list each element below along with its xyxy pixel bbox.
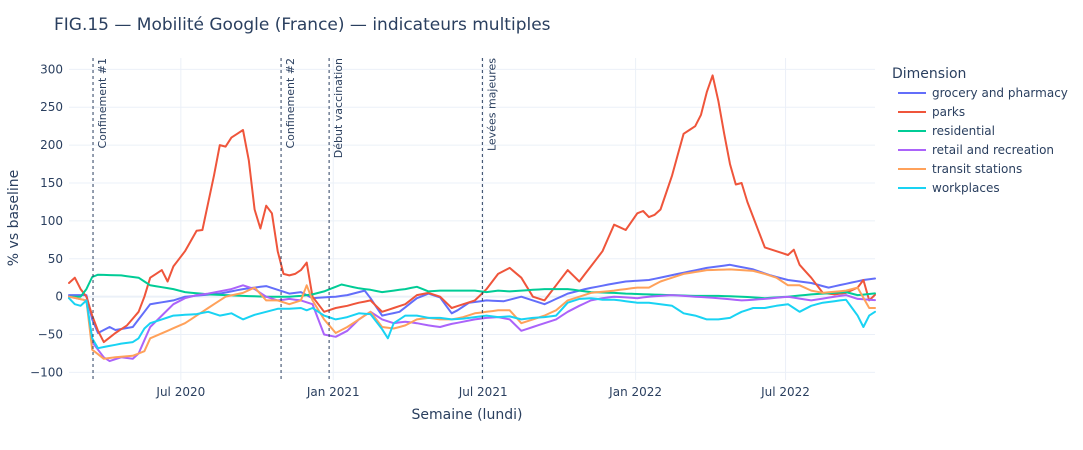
legend-items: grocery and pharmacy parks residential reta… xyxy=(898,86,1068,195)
series-line-transit-stations xyxy=(68,268,876,360)
chart-title: FIG.15 — Mobilité Google (France) — indi… xyxy=(54,15,551,35)
event-annotations: Confinement #1 Confinement #2 Début vaccin… xyxy=(92,58,498,380)
event-label: Confinement #2 xyxy=(284,58,297,149)
y-tick-label: 200 xyxy=(40,138,63,152)
x-tick-label: Jan 2021 xyxy=(306,385,360,399)
x-tick-label: Jul 2021 xyxy=(458,385,508,399)
event-label: Levées majeures xyxy=(485,58,498,151)
legend-item-label: residential xyxy=(932,124,995,138)
y-axis-ticks: −100 −50 0 50 100 150 200 250 300 xyxy=(30,62,63,379)
series-line-parks xyxy=(68,74,876,344)
legend-item-label: retail and recreation xyxy=(932,143,1054,157)
legend-title: Dimension xyxy=(892,66,966,82)
x-axis-title: Semaine (lundi) xyxy=(412,407,523,423)
legend-item-label: transit stations xyxy=(932,162,1022,176)
x-tick-label: Jul 2020 xyxy=(155,385,205,399)
x-gridlines xyxy=(180,58,787,380)
y-tick-label: −100 xyxy=(30,365,63,379)
event-label: Confinement #1 xyxy=(96,58,109,149)
y-tick-label: 100 xyxy=(40,214,63,228)
legend: Dimension grocery and pharmacy parks resid… xyxy=(892,66,1068,195)
x-axis-ticks: Jul 2020 Jan 2021 Jul 2021 Jan 2022 Jul 2022 xyxy=(155,385,810,399)
plot-area: Confinement #1 Confinement #2 Début vaccin… xyxy=(68,58,876,380)
x-tick-label: Jan 2022 xyxy=(608,385,662,399)
y-tick-label: 0 xyxy=(55,290,63,304)
y-tick-label: 150 xyxy=(40,176,63,190)
series-line-workplaces xyxy=(68,297,876,350)
y-tick-label: −50 xyxy=(38,328,63,342)
y-axis-title: % vs baseline xyxy=(6,170,22,266)
x-tick-label: Jul 2022 xyxy=(760,385,810,399)
y-tick-label: 250 xyxy=(40,100,63,114)
legend-item-label: grocery and pharmacy xyxy=(932,86,1068,100)
y-gridlines xyxy=(69,68,875,373)
legend-item-label: parks xyxy=(932,105,965,119)
series-lines xyxy=(68,74,876,363)
y-tick-label: 300 xyxy=(40,62,63,76)
event-label: Début vaccination xyxy=(332,58,345,158)
legend-item-label: workplaces xyxy=(932,181,1000,195)
y-tick-label: 50 xyxy=(48,252,63,266)
series-line-retail-and-recreation xyxy=(68,284,876,363)
